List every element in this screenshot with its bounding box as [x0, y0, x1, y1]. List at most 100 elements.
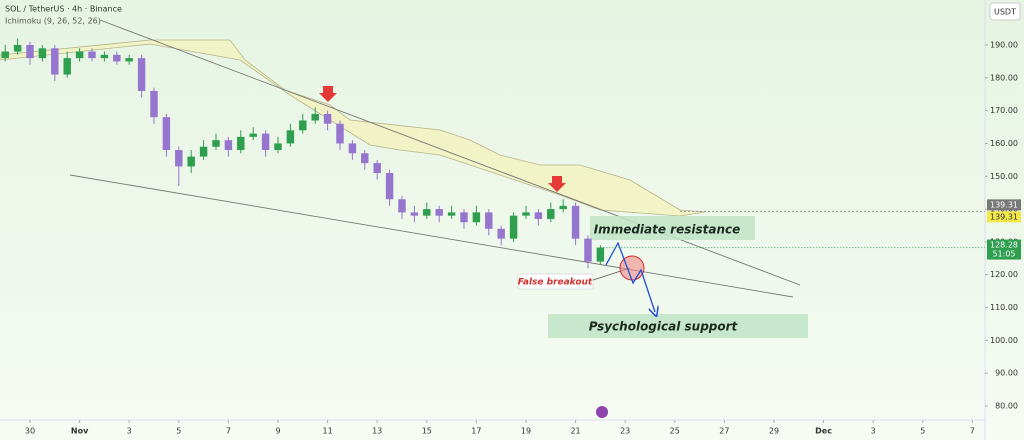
indicator-label: Ichimoku (9, 26, 52, 26)	[5, 17, 101, 26]
last-price-box	[987, 239, 1021, 260]
arrow-down	[548, 176, 566, 192]
candle-body	[125, 58, 133, 62]
x-tick-label: 11	[322, 427, 332, 436]
resistance-zone	[590, 216, 755, 240]
y-tick-label: 120.00	[990, 270, 1018, 279]
candle-body	[150, 90, 158, 118]
currency: USDT	[994, 8, 1016, 17]
y-tick-label: 110.00	[990, 303, 1018, 312]
x-tick-label: 19	[521, 427, 531, 436]
candle-body	[137, 58, 146, 91]
x-tick-label: 29	[769, 427, 779, 436]
candle-body	[336, 123, 344, 144]
arrow-down	[319, 86, 337, 102]
x-tick-label: 23	[620, 427, 630, 436]
candle-body	[299, 120, 307, 131]
chart-title: SOL / TetherUS · 4h · Binance	[5, 5, 122, 14]
candle-body	[509, 215, 518, 239]
candle-body	[100, 54, 109, 59]
y-tick-label: 80.00	[995, 402, 1018, 411]
candle-body	[187, 156, 195, 167]
support-zone	[548, 314, 808, 338]
candle-body	[559, 205, 567, 210]
breakout-box	[517, 273, 594, 290]
x-tick-label: 7	[970, 427, 975, 436]
y-tick-label: 100.00	[990, 336, 1018, 345]
candle-body	[51, 48, 59, 75]
breakout-label: False breakout	[518, 278, 593, 288]
resistance-label: Immediate resistance	[594, 223, 741, 237]
candle-body	[472, 212, 481, 223]
x-tick-label: Nov	[71, 427, 89, 436]
x-tick-label: 3	[871, 427, 876, 436]
last-price-label: 128.28	[990, 241, 1018, 250]
candle-body	[323, 113, 332, 124]
candle-body	[237, 136, 245, 151]
x-tick-label: Dec	[815, 427, 832, 436]
candle-body	[385, 172, 394, 200]
candle-body	[460, 212, 468, 223]
x-tick-label: 5	[920, 427, 925, 436]
x-tick-label: 17	[471, 427, 481, 436]
candle-body	[249, 133, 257, 137]
x-tick-label: 13	[372, 427, 382, 436]
candle-body	[361, 153, 369, 164]
y-tick-label: 170.00	[990, 106, 1018, 115]
x-tick-label: 7	[226, 427, 231, 436]
level-box	[987, 211, 1021, 223]
y-tick-label: 190.00	[990, 40, 1018, 49]
y-tick-label: 150.00	[990, 172, 1018, 181]
x-tick-label: 27	[719, 427, 729, 436]
candle-body	[88, 51, 96, 59]
candle-body	[199, 146, 208, 157]
candle-body	[26, 44, 34, 59]
y-tick-label: 90.00	[995, 369, 1018, 378]
candle-body	[13, 44, 22, 52]
candle-body	[584, 238, 592, 262]
projection	[605, 241, 655, 312]
candle-body	[38, 48, 47, 59]
candle-body	[534, 212, 543, 219]
x-tick-label: 5	[176, 427, 181, 436]
trendline	[99, 19, 801, 286]
countdown: 51:05	[992, 250, 1015, 259]
candle-body	[485, 212, 493, 229]
x-tick-label: 30	[25, 427, 35, 436]
candle-body	[447, 212, 456, 216]
candle-body	[435, 209, 443, 216]
candle-body	[286, 130, 295, 144]
event-icon	[596, 406, 608, 418]
candle-body	[261, 133, 270, 151]
candle-body	[224, 140, 233, 151]
candle-body	[162, 117, 171, 151]
x-tick-label: 15	[422, 427, 432, 436]
candle-body	[274, 143, 282, 151]
candle-body	[398, 199, 406, 213]
x-tick-label: 25	[670, 427, 680, 436]
support-label: Psychological support	[589, 320, 739, 334]
level-label: 139.31	[990, 200, 1018, 209]
x-tick-label: 3	[127, 427, 132, 436]
level-box	[987, 199, 1021, 211]
candle-body	[113, 54, 121, 62]
candle-body	[596, 247, 605, 262]
level-label: 139.31	[990, 212, 1018, 221]
candle-body	[423, 209, 431, 216]
candle-body	[410, 212, 419, 216]
candle-body	[522, 212, 530, 216]
candle-body	[75, 51, 84, 59]
candle-body	[497, 228, 505, 239]
candle-body	[547, 209, 555, 219]
candle-body	[212, 140, 220, 147]
currency-box	[989, 2, 1021, 21]
y-tick-label: 180.00	[990, 73, 1018, 82]
x-tick-label: 21	[570, 427, 580, 436]
candle-body	[311, 113, 319, 121]
trendline	[69, 174, 794, 298]
candle-body	[1, 51, 9, 59]
candle-body	[571, 205, 580, 239]
candle-body	[373, 163, 381, 173]
candle-body	[348, 143, 357, 154]
